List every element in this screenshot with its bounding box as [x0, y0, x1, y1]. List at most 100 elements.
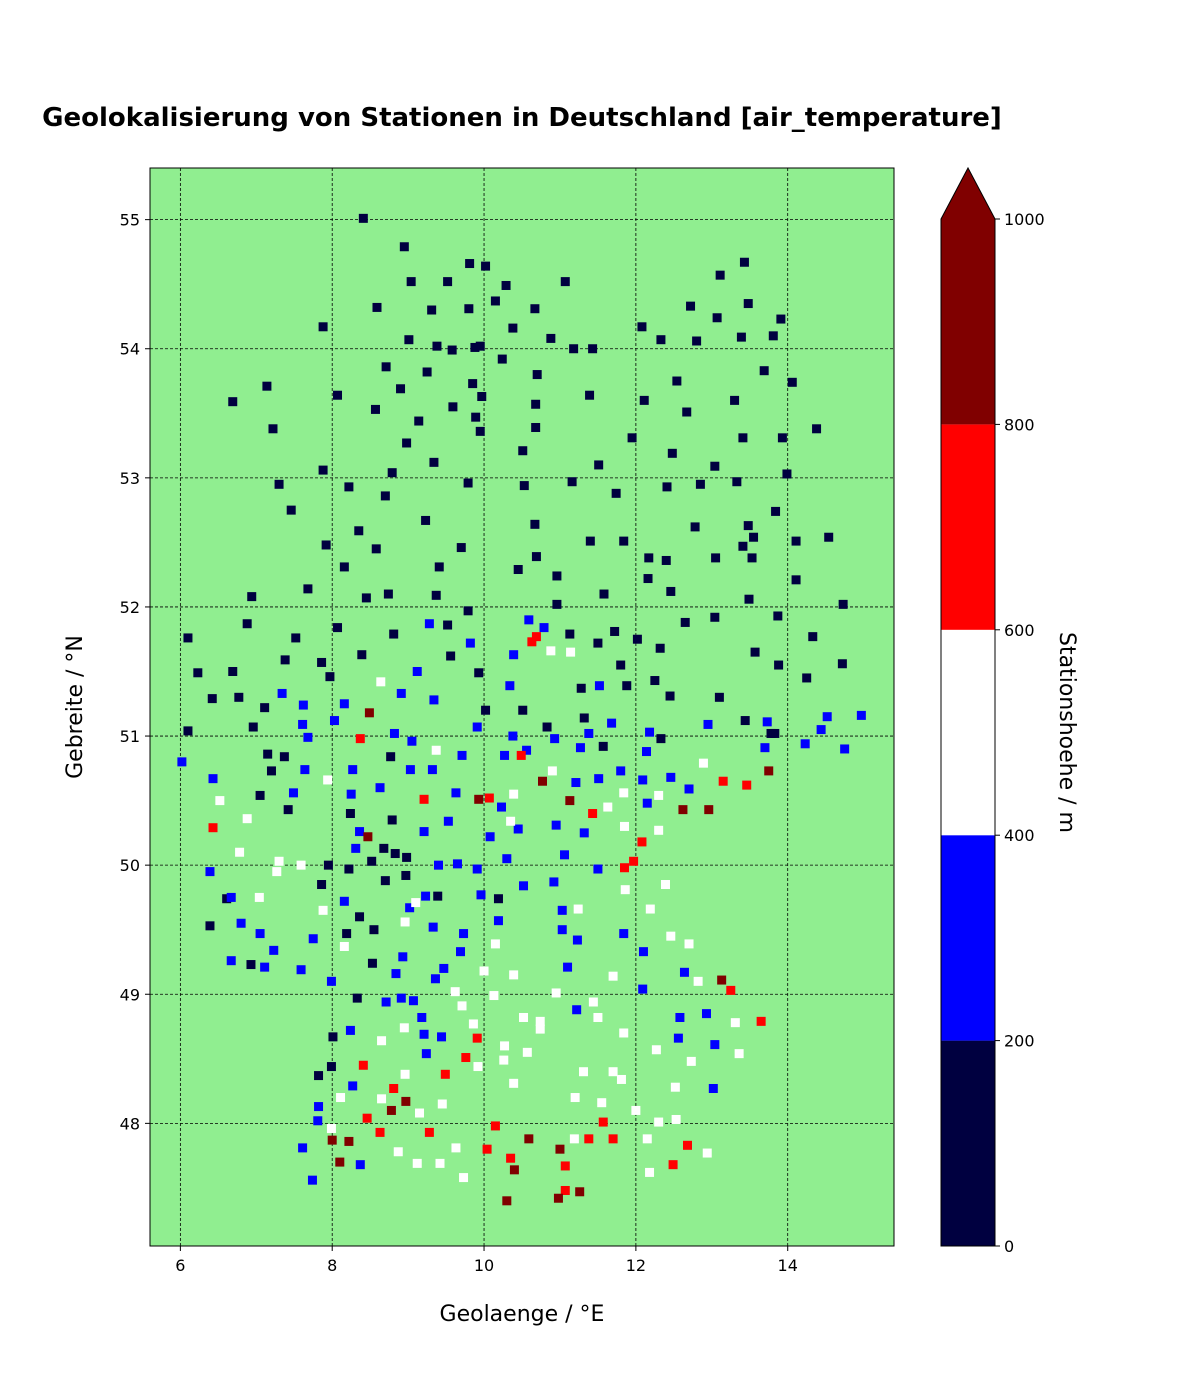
- station-marker: [318, 905, 328, 915]
- station-marker: [622, 681, 632, 691]
- station-marker: [177, 757, 187, 767]
- station-marker: [396, 384, 406, 394]
- station-marker: [782, 469, 792, 479]
- station-marker: [247, 592, 257, 602]
- station-marker: [671, 1114, 681, 1124]
- colorbar-bin: [941, 219, 995, 425]
- station-marker: [242, 814, 252, 824]
- station-marker: [272, 867, 282, 877]
- station-marker: [433, 860, 443, 870]
- station-marker: [506, 1153, 516, 1163]
- station-marker: [355, 912, 365, 922]
- station-marker: [398, 952, 408, 962]
- station-marker: [457, 750, 467, 760]
- station-marker: [673, 1033, 683, 1043]
- station-marker: [575, 743, 585, 753]
- station-marker: [693, 976, 703, 986]
- station-marker: [459, 929, 469, 939]
- station-marker: [734, 1049, 744, 1059]
- station-marker: [313, 1116, 323, 1126]
- station-marker: [616, 1074, 626, 1084]
- station-marker: [560, 277, 570, 287]
- station-marker: [389, 1083, 399, 1093]
- station-marker: [546, 333, 556, 343]
- colorbar-tick-label: 0: [1004, 1237, 1014, 1256]
- station-marker: [484, 793, 494, 803]
- station-marker: [579, 828, 589, 838]
- station-marker: [461, 1053, 471, 1063]
- station-marker: [666, 772, 676, 782]
- station-marker: [268, 424, 278, 434]
- station-marker: [530, 304, 540, 314]
- station-marker: [387, 815, 397, 825]
- station-marker: [584, 728, 594, 738]
- station-marker: [522, 1047, 532, 1057]
- station-marker: [205, 867, 215, 877]
- station-marker: [308, 934, 318, 944]
- station-marker: [597, 1098, 607, 1108]
- station-marker: [381, 997, 391, 1007]
- station-marker: [318, 465, 328, 475]
- y-tick-label: 55: [120, 211, 140, 230]
- station-marker: [421, 515, 431, 525]
- station-marker: [489, 991, 499, 1001]
- station-marker: [619, 929, 629, 939]
- station-marker: [421, 1049, 431, 1059]
- station-marker: [476, 890, 486, 900]
- station-marker: [439, 963, 449, 973]
- station-marker: [736, 332, 746, 342]
- station-marker: [456, 947, 466, 957]
- station-marker: [655, 643, 665, 653]
- station-marker: [419, 794, 429, 804]
- station-marker: [531, 632, 541, 642]
- station-marker: [255, 790, 265, 800]
- station-marker: [575, 1187, 585, 1197]
- station-marker: [608, 1134, 618, 1144]
- station-marker: [471, 412, 481, 422]
- station-marker: [593, 1012, 603, 1022]
- station-marker: [226, 892, 236, 902]
- station-marker: [666, 931, 676, 941]
- station-marker: [708, 1083, 718, 1093]
- station-marker: [682, 407, 692, 417]
- colorbar-tick-label: 600: [1004, 621, 1035, 640]
- station-marker: [608, 1067, 618, 1077]
- station-marker: [303, 584, 313, 594]
- station-marker: [572, 1005, 582, 1015]
- station-marker: [274, 856, 284, 866]
- station-marker: [644, 553, 654, 563]
- station-marker: [642, 747, 652, 757]
- series-600-800-m: [208, 632, 766, 1195]
- station-marker: [535, 1016, 545, 1026]
- station-marker: [485, 832, 495, 842]
- station-marker: [389, 728, 399, 738]
- station-marker: [756, 1016, 766, 1026]
- station-marker: [344, 864, 354, 874]
- station-marker: [339, 562, 349, 572]
- station-marker: [242, 619, 252, 629]
- station-marker: [702, 1148, 712, 1158]
- station-marker: [572, 935, 582, 945]
- station-marker: [345, 809, 355, 819]
- station-marker: [296, 860, 306, 870]
- station-marker: [519, 881, 529, 891]
- station-marker: [355, 734, 365, 744]
- station-marker: [393, 1147, 403, 1157]
- colorbar-bin: [941, 629, 995, 836]
- station-marker: [616, 660, 626, 670]
- station-marker: [314, 1071, 324, 1081]
- station-marker: [567, 477, 577, 487]
- station-marker: [254, 892, 264, 902]
- station-marker: [629, 856, 639, 866]
- station-marker: [656, 335, 666, 345]
- station-marker: [620, 885, 630, 895]
- station-marker: [389, 629, 399, 639]
- station-marker: [246, 960, 256, 970]
- station-marker: [215, 796, 225, 806]
- station-marker: [619, 788, 629, 798]
- station-marker: [645, 1167, 655, 1177]
- station-marker: [579, 713, 589, 723]
- station-marker: [643, 574, 653, 584]
- station-marker: [317, 657, 327, 667]
- plot-area: 6 8 10 12 14 48 49 50 51 52 53 54 55: [120, 167, 895, 1275]
